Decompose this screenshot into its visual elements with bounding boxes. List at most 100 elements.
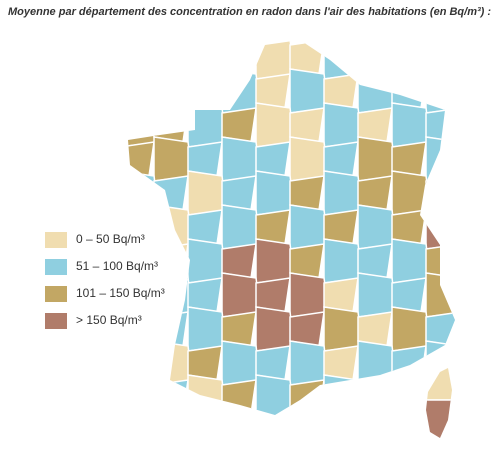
department <box>128 413 155 415</box>
department <box>323 141 359 177</box>
legend: 0 – 50 Bq/m³ 51 – 100 Bq/m³ 101 – 150 Bq/m… <box>45 232 165 329</box>
department <box>391 209 427 245</box>
department <box>187 141 223 177</box>
department <box>323 102 364 148</box>
department <box>289 68 330 114</box>
department <box>187 238 228 284</box>
department <box>128 374 160 415</box>
department <box>391 306 432 352</box>
corsica-map <box>426 368 452 438</box>
department <box>187 277 223 313</box>
legend-label: > 150 Bq/m³ <box>76 313 142 327</box>
department <box>153 340 194 386</box>
legend-label: 0 – 50 Bq/m³ <box>76 232 145 246</box>
department <box>255 102 296 148</box>
legend-swatch <box>45 232 67 248</box>
department <box>153 40 189 75</box>
department <box>255 306 296 352</box>
department <box>391 413 427 415</box>
department <box>255 238 296 284</box>
department <box>187 345 223 381</box>
department <box>187 209 223 245</box>
department <box>323 306 364 352</box>
department <box>289 311 325 347</box>
department <box>425 175 455 211</box>
department <box>153 311 189 347</box>
department <box>128 141 155 177</box>
department <box>391 345 427 381</box>
department <box>323 345 359 381</box>
department <box>357 40 393 75</box>
department <box>357 272 398 318</box>
department <box>128 73 155 109</box>
department <box>289 136 330 182</box>
department <box>289 340 330 386</box>
department <box>391 73 427 109</box>
department <box>289 379 325 415</box>
department <box>221 408 262 415</box>
legend-swatch <box>45 313 67 329</box>
department <box>425 136 455 182</box>
department <box>357 107 393 143</box>
department <box>187 306 228 352</box>
department <box>323 374 364 415</box>
department <box>289 204 330 250</box>
department <box>221 379 257 415</box>
department <box>255 170 296 216</box>
department <box>128 40 160 80</box>
department <box>153 204 194 250</box>
department <box>255 141 291 177</box>
department <box>425 40 455 75</box>
department <box>289 107 325 143</box>
department <box>357 379 393 415</box>
department <box>153 68 194 114</box>
department <box>153 107 189 143</box>
department <box>128 102 160 148</box>
department <box>323 170 364 216</box>
department <box>357 408 398 415</box>
department <box>323 73 359 109</box>
department <box>391 277 427 313</box>
department <box>425 204 455 250</box>
department <box>425 107 455 143</box>
department <box>391 238 432 284</box>
department <box>221 175 257 211</box>
department <box>187 374 228 415</box>
department <box>255 413 291 415</box>
department <box>221 40 257 75</box>
department <box>153 175 189 211</box>
department <box>255 277 291 313</box>
department <box>357 243 393 279</box>
legend-swatch <box>45 286 67 302</box>
department <box>187 102 228 148</box>
department <box>426 399 452 438</box>
department <box>255 374 296 415</box>
department <box>221 272 262 318</box>
department <box>323 40 364 80</box>
department <box>255 345 291 381</box>
department <box>391 374 432 415</box>
department <box>391 102 432 148</box>
france-map <box>128 40 455 415</box>
department <box>221 243 257 279</box>
department <box>323 209 359 245</box>
department <box>255 209 291 245</box>
department <box>221 311 257 347</box>
department <box>153 408 194 415</box>
department <box>289 408 330 415</box>
map-title: Moyenne par département des concentratio… <box>8 6 491 18</box>
department <box>128 345 155 381</box>
department <box>391 141 427 177</box>
department <box>357 204 398 250</box>
department <box>323 277 359 313</box>
department <box>425 272 455 318</box>
department <box>425 311 455 347</box>
department <box>425 68 455 114</box>
department <box>289 175 325 211</box>
department <box>357 175 393 211</box>
department <box>221 68 262 114</box>
department <box>187 40 228 80</box>
department <box>289 243 325 279</box>
